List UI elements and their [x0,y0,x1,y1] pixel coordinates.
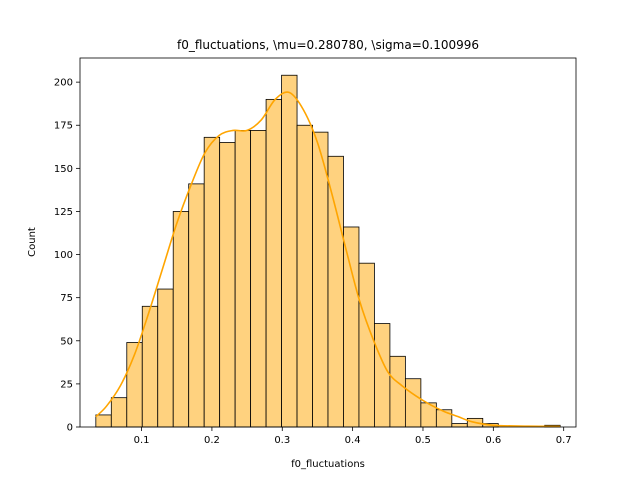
histogram-bar [219,142,236,428]
y-tick-label: 150 [54,164,73,175]
y-tick-label: 50 [60,336,73,347]
histogram-bar [343,226,360,428]
x-tick-label: 0.3 [274,435,290,446]
histogram-bar [203,136,221,428]
kde-curve [95,91,561,428]
histogram-bar [358,262,375,428]
histogram-bar [312,131,329,428]
histogram-bar [389,355,406,428]
histogram-bar [281,74,298,428]
histogram-bar [110,397,128,428]
histogram-bar [404,378,422,428]
histogram-bar [157,288,174,428]
histogram-bar [265,98,282,428]
y-tick-label: 0 [67,423,73,434]
x-tick-label: 0.2 [204,435,220,446]
histogram-bar [296,124,313,428]
histogram-bar [451,423,468,428]
histogram-bar [234,130,252,428]
y-axis: 0 25 50 75 100 125 150 175 200 [54,78,80,434]
histogram-bar [327,155,344,428]
y-tick-label: 100 [54,250,73,261]
x-tick-label: 0.5 [415,435,431,446]
x-axis-label: f0_fluctuations [291,459,365,470]
y-tick-label: 125 [54,207,73,218]
y-tick-label: 75 [60,293,73,304]
chart-title: f0_fluctuations, \mu=0.280780, \sigma=0.… [177,38,479,52]
histogram-bar [95,414,112,428]
histogram-bar [188,183,205,428]
x-tick-label: 0.4 [345,435,361,446]
histogram-bar [250,130,267,428]
x-axis: 0.1 0.2 0.3 0.4 0.5 0.6 0.7 [134,427,572,446]
y-tick-label: 200 [54,78,73,89]
plot-frame [79,57,577,428]
y-tick-label: 175 [54,121,73,132]
y-tick-label: 25 [60,379,73,390]
x-tick-label: 0.7 [556,435,572,446]
y-axis-label: Count [27,227,38,257]
x-tick-label: 0.1 [134,435,150,446]
histogram-bar [172,211,190,428]
x-tick-label: 0.6 [485,435,501,446]
histogram-bar [374,323,391,428]
